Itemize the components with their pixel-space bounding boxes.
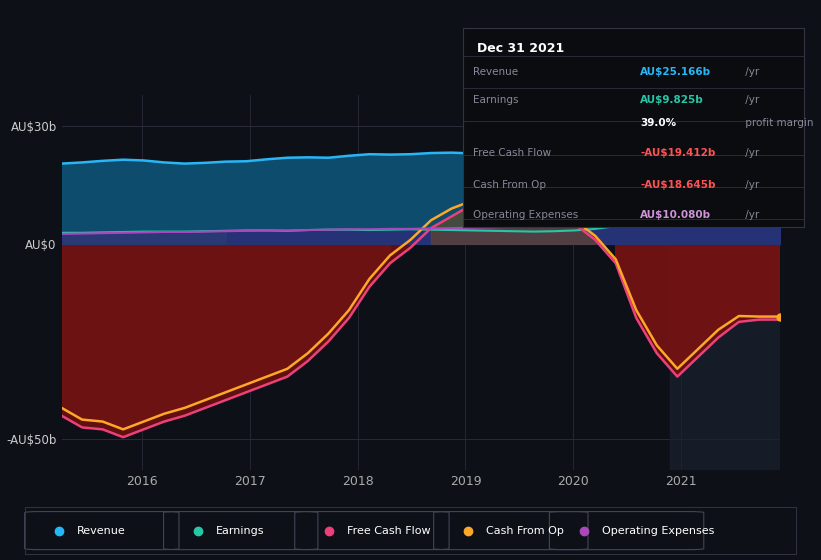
Text: AU$25.166b: AU$25.166b [640, 67, 711, 77]
Text: -AU$18.645b: -AU$18.645b [640, 180, 716, 190]
Text: /yr: /yr [742, 210, 759, 220]
Text: Dec 31 2021: Dec 31 2021 [477, 42, 564, 55]
Text: AU$9.825b: AU$9.825b [640, 95, 704, 105]
Text: Free Cash Flow: Free Cash Flow [473, 148, 552, 158]
Text: /yr: /yr [742, 67, 759, 77]
Text: Operating Expenses: Operating Expenses [602, 526, 714, 535]
Text: Operating Expenses: Operating Expenses [473, 210, 579, 220]
Text: Cash From Op: Cash From Op [486, 526, 564, 535]
Text: Revenue: Revenue [77, 526, 126, 535]
Text: AU$10.080b: AU$10.080b [640, 210, 711, 220]
Text: Free Cash Flow: Free Cash Flow [347, 526, 431, 535]
Text: /yr: /yr [742, 95, 759, 105]
Text: profit margin: profit margin [742, 118, 814, 128]
Text: Earnings: Earnings [216, 526, 264, 535]
Text: Cash From Op: Cash From Op [473, 180, 546, 190]
Text: /yr: /yr [742, 180, 759, 190]
Text: /yr: /yr [742, 148, 759, 158]
Text: Revenue: Revenue [473, 67, 518, 77]
Text: 39.0%: 39.0% [640, 118, 677, 128]
Text: Earnings: Earnings [473, 95, 519, 105]
Text: -AU$19.412b: -AU$19.412b [640, 148, 716, 158]
Bar [670, 95, 780, 470]
